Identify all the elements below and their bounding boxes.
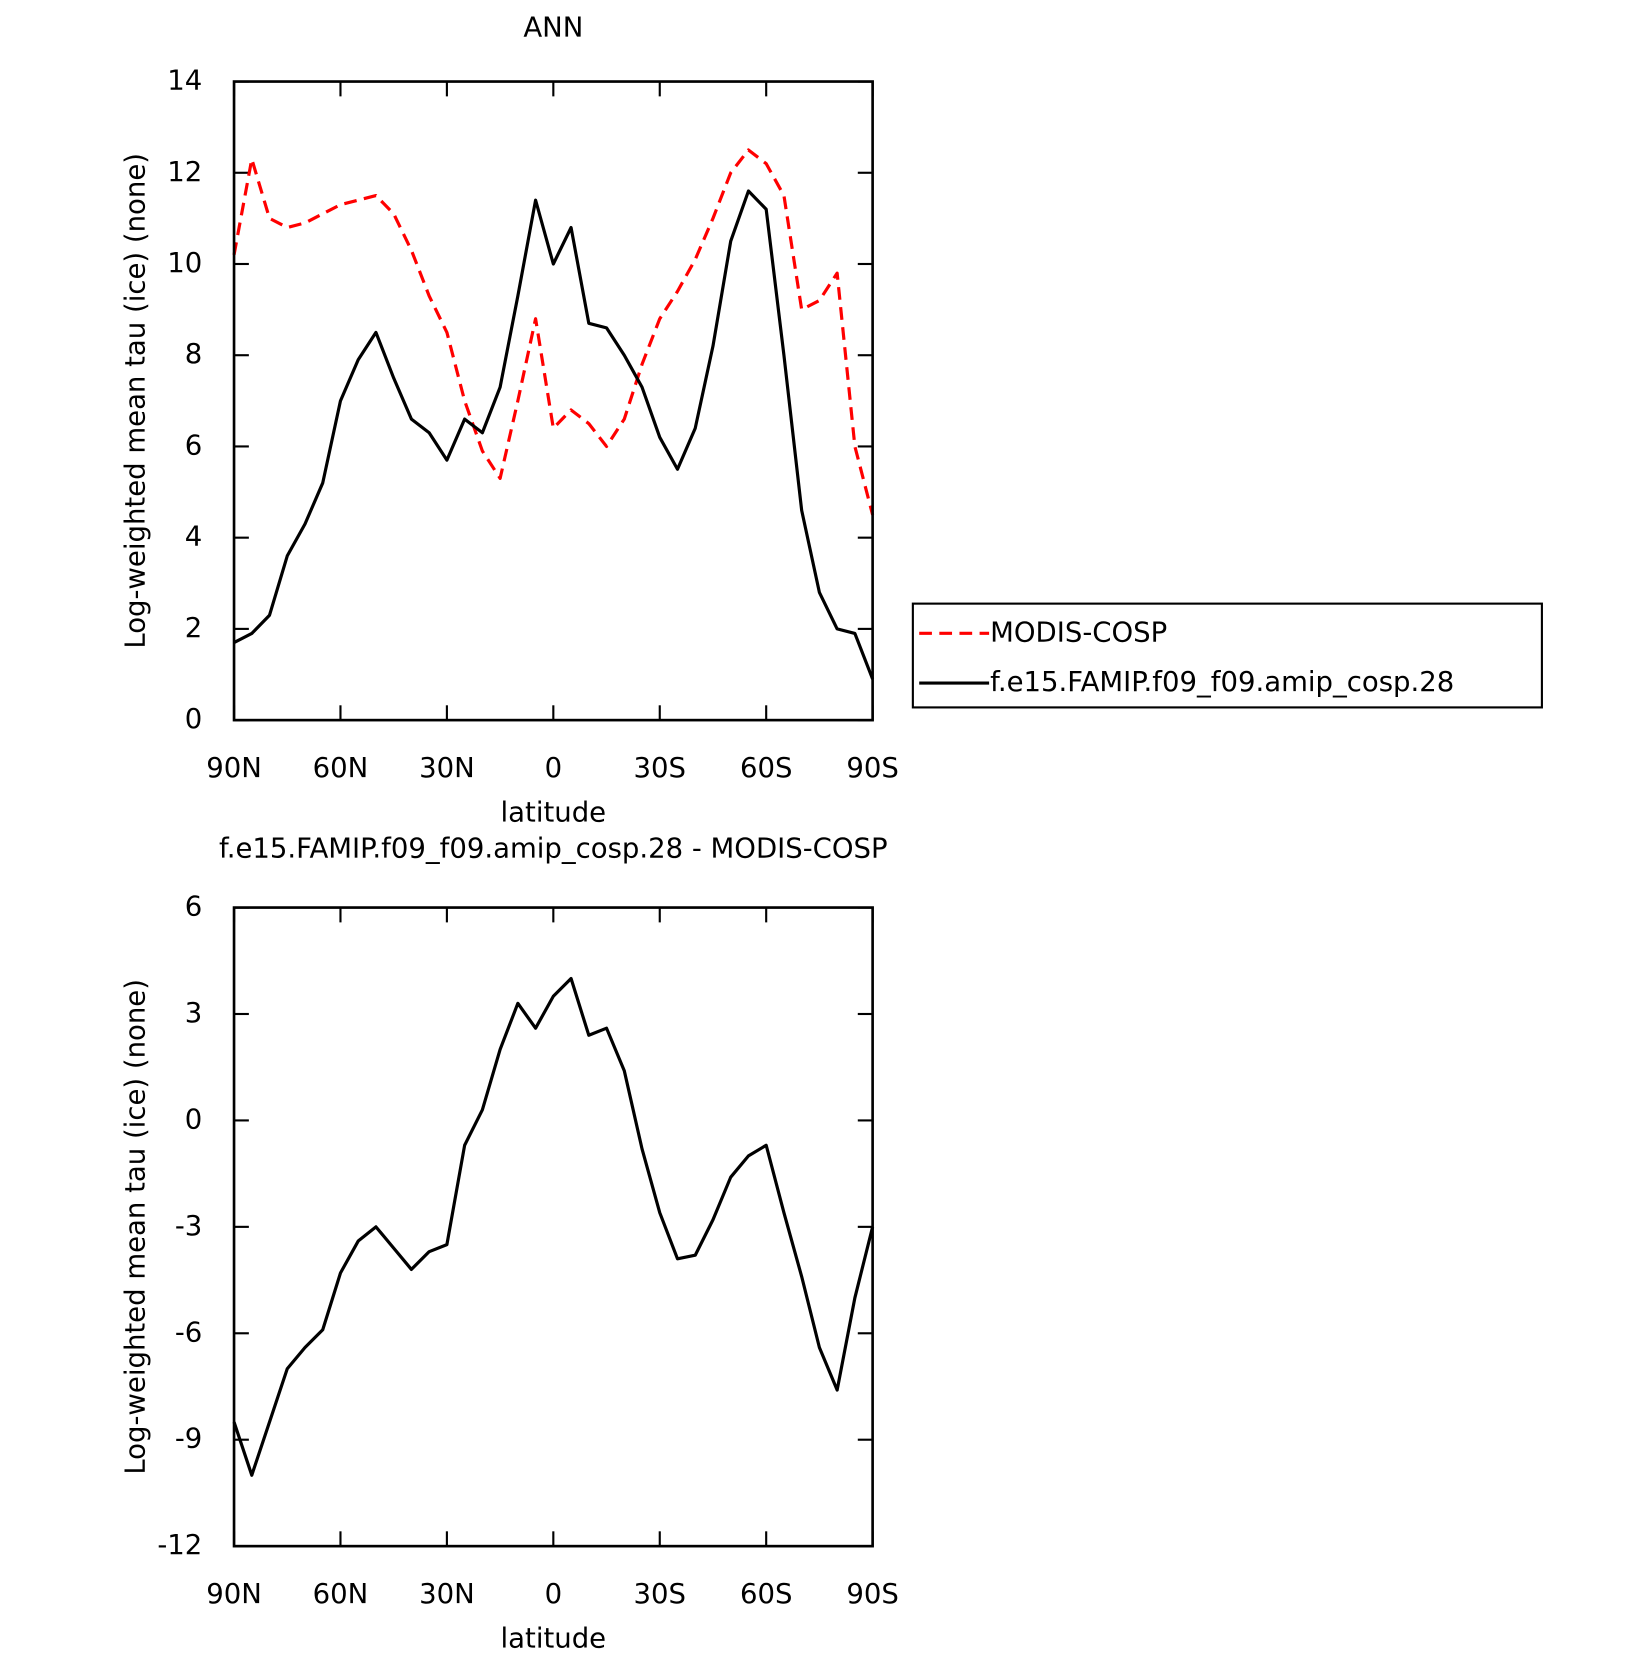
y-tick-label: 6 [185,429,203,461]
data-line [232,148,875,516]
y-tick-label: -3 [175,1210,202,1242]
x-axis-label: latitude [501,1622,607,1654]
y-tick-label: 4 [185,521,203,553]
x-tick-label: 30N [419,1578,475,1610]
chart-title: f.e15.FAMIP.f09_f09.amip_cosp.28 - MODIS… [219,832,888,864]
x-tick-label: 60S [740,752,792,784]
y-tick-label: 3 [185,997,203,1029]
legend-label: MODIS-COSP [990,616,1167,648]
plot-frame [232,80,874,722]
x-tick-label: 60N [313,1578,369,1610]
x-tick-label: 30S [634,752,686,784]
x-tick-label: 0 [545,1578,563,1610]
y-tick-label: 12 [167,156,202,188]
x-tick-label: 90N [206,752,262,784]
y-tick-label: -9 [175,1423,202,1455]
figure-content: ANN latitude Log-weighted mean tau (ice) (… [120,12,1543,1654]
y-axis-label: Log-weighted mean tau (ice) (none) [120,979,152,1475]
x-tick-label: 90S [846,752,898,784]
x-tick-label: 30S [634,1578,686,1610]
y-axis-label: Log-weighted mean tau (ice) (none) [120,153,152,649]
data-line [232,976,875,1477]
y-tick-label: 0 [185,1103,203,1135]
y-tick-label: -12 [157,1529,202,1561]
x-tick-label: 60N [313,752,369,784]
y-tick-label: 14 [167,65,202,97]
x-tick-label: 30N [419,752,475,784]
y-tick-label: -6 [175,1316,202,1348]
y-tick-label: 0 [185,703,203,735]
y-tick-label: 8 [185,338,203,370]
x-axis-label: latitude [501,796,607,828]
y-tick-label: 6 [185,891,203,923]
x-tick-label: 60S [740,1578,792,1610]
legend-box [911,602,1543,709]
x-tick-label: 90N [206,1578,262,1610]
y-tick-label: 2 [185,612,203,644]
x-tick-label: 90S [846,1578,898,1610]
data-line [233,189,875,680]
legend-label: f.e15.FAMIP.f09_f09.amip_cosp.28 [990,666,1454,698]
plot-frame [232,906,874,1548]
y-tick-label: 10 [167,247,202,279]
chart-title: ANN [523,12,583,44]
x-tick-label: 0 [545,752,563,784]
